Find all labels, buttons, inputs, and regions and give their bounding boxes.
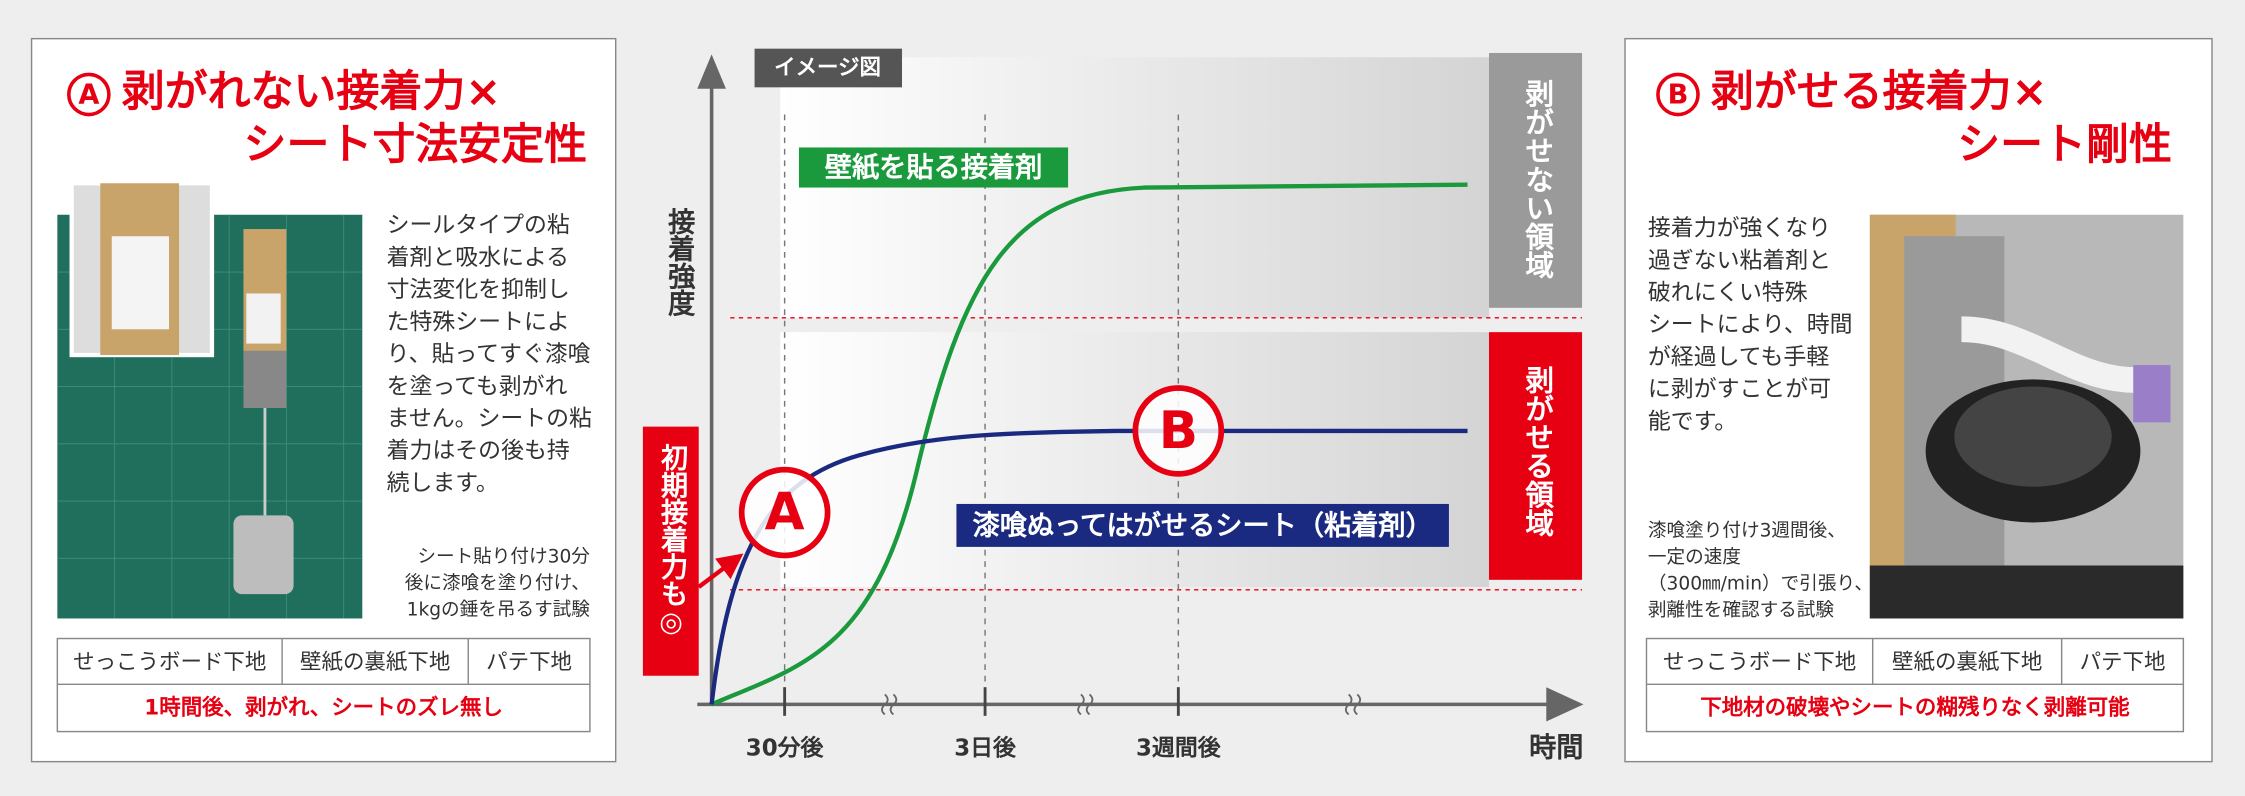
description-line: シールタイプの粘 <box>387 213 570 239</box>
zone-top-label: 剥がせない領域 <box>1521 79 1555 279</box>
photo <box>1869 214 2184 619</box>
description-line: 能です。 <box>1648 409 1737 435</box>
zone-bottom-label: 剥がせる領域 <box>1521 365 1555 537</box>
description-line: 着力はその後も持 <box>387 438 570 464</box>
caption-line: 一定の速度 <box>1648 547 1741 568</box>
description-line: シートにより、時間 <box>1648 312 1853 338</box>
panel-title: シート剛性 <box>1957 120 2172 170</box>
marker-b-label: B <box>1159 401 1198 461</box>
marker-circle <box>1656 72 1700 117</box>
x-axis-label: 時間 <box>1529 732 1583 763</box>
photo <box>57 181 363 619</box>
curve-blue-label: 漆喰ぬってはがせるシート（粘着剤） <box>973 509 1433 541</box>
badge <box>754 48 903 88</box>
marker-b <box>1132 385 1225 477</box>
description-line: た特殊シートによ <box>387 309 570 335</box>
curve-label-box <box>798 147 1069 188</box>
x-tick-label: 3週間後 <box>1136 734 1222 761</box>
marker-a <box>738 466 831 559</box>
description-line: が経過しても手軽 <box>1648 344 1829 370</box>
note-arrow <box>697 553 744 589</box>
panel-marker: B <box>1668 79 1689 110</box>
panel-marker: A <box>78 79 99 110</box>
description-line: ません。シートの粘 <box>387 406 592 432</box>
x-tick-label: 3日後 <box>954 734 1017 761</box>
description-line: 続します。 <box>387 470 499 496</box>
caption-line: 1kgの錘を吊るす試験 <box>407 599 591 620</box>
curve-label-box <box>956 503 1449 547</box>
description-line: を塗っても剥がれ <box>387 374 568 400</box>
table-header: パテ下地 <box>486 650 572 675</box>
note-box <box>642 426 699 676</box>
description-line: 過ぎない粘着剤と <box>1648 248 1831 274</box>
chart: 剥がせない領域 剥がせる領域 イメージ図 30分後 3日後 3週間後 時間 接着… <box>642 48 1584 763</box>
x-tick-label: 30分後 <box>746 734 825 761</box>
curve-blue <box>709 428 1468 705</box>
zone-bottom-box <box>1489 332 1583 580</box>
table-header: 壁紙の裏紙下地 <box>300 650 450 675</box>
badge-label: イメージ図 <box>774 56 881 81</box>
caption-line: 剥離性を確認する試験 <box>1648 600 1834 621</box>
description-line: 接着力が強くなり <box>1648 216 1831 242</box>
zone-top-box <box>1489 52 1583 308</box>
table-header: せっこうボード下地 <box>1663 650 1856 675</box>
panel-title: 剥がせる接着力× <box>1711 67 2048 117</box>
panel-title: 剥がれない接着力× <box>122 67 501 117</box>
table-header: せっこうボード下地 <box>73 650 266 675</box>
description-line: 着剤と吸水による <box>387 245 569 271</box>
curve-green <box>710 182 1468 707</box>
description-line: 寸法変化を抑制し <box>387 277 570 303</box>
x-axis-arrow <box>1546 687 1584 722</box>
table-result: 下地材の破壊やシートの糊残りなく剥離可能 <box>1700 695 2130 721</box>
marker-a-label: A <box>765 482 805 542</box>
caption-line: 漆喰塗り付け3週間後、 <box>1648 521 1846 542</box>
description-line: 破れにくい特殊 <box>1648 280 1808 306</box>
curve-green-label: 壁紙を貼る接着剤 <box>825 151 1043 183</box>
table-header: パテ下地 <box>2080 650 2166 675</box>
zone-background <box>780 332 1490 587</box>
marker-circle <box>67 72 111 117</box>
table-header: 壁紙の裏紙下地 <box>1892 650 2042 675</box>
description-line: に剥がすことが可 <box>1648 377 1831 403</box>
initial-note: 初期接着力も◎ <box>656 444 690 638</box>
y-axis-label: 接着強度 <box>663 208 696 318</box>
panel-title: シート寸法安定性 <box>244 120 588 170</box>
caption-line: 後に漆喰を塗り付け、 <box>405 573 590 594</box>
caption-line: （300㎜/min）で引張り、 <box>1648 574 1873 595</box>
caption-line: シート貼り付け30分 <box>417 546 590 567</box>
y-axis-arrow <box>697 54 726 89</box>
table-result: 1時間後、剥がれ、シートのズレ無し <box>144 695 503 721</box>
axis-break <box>881 693 1362 716</box>
description-line: り、貼ってすぐ漆喰 <box>387 342 591 368</box>
